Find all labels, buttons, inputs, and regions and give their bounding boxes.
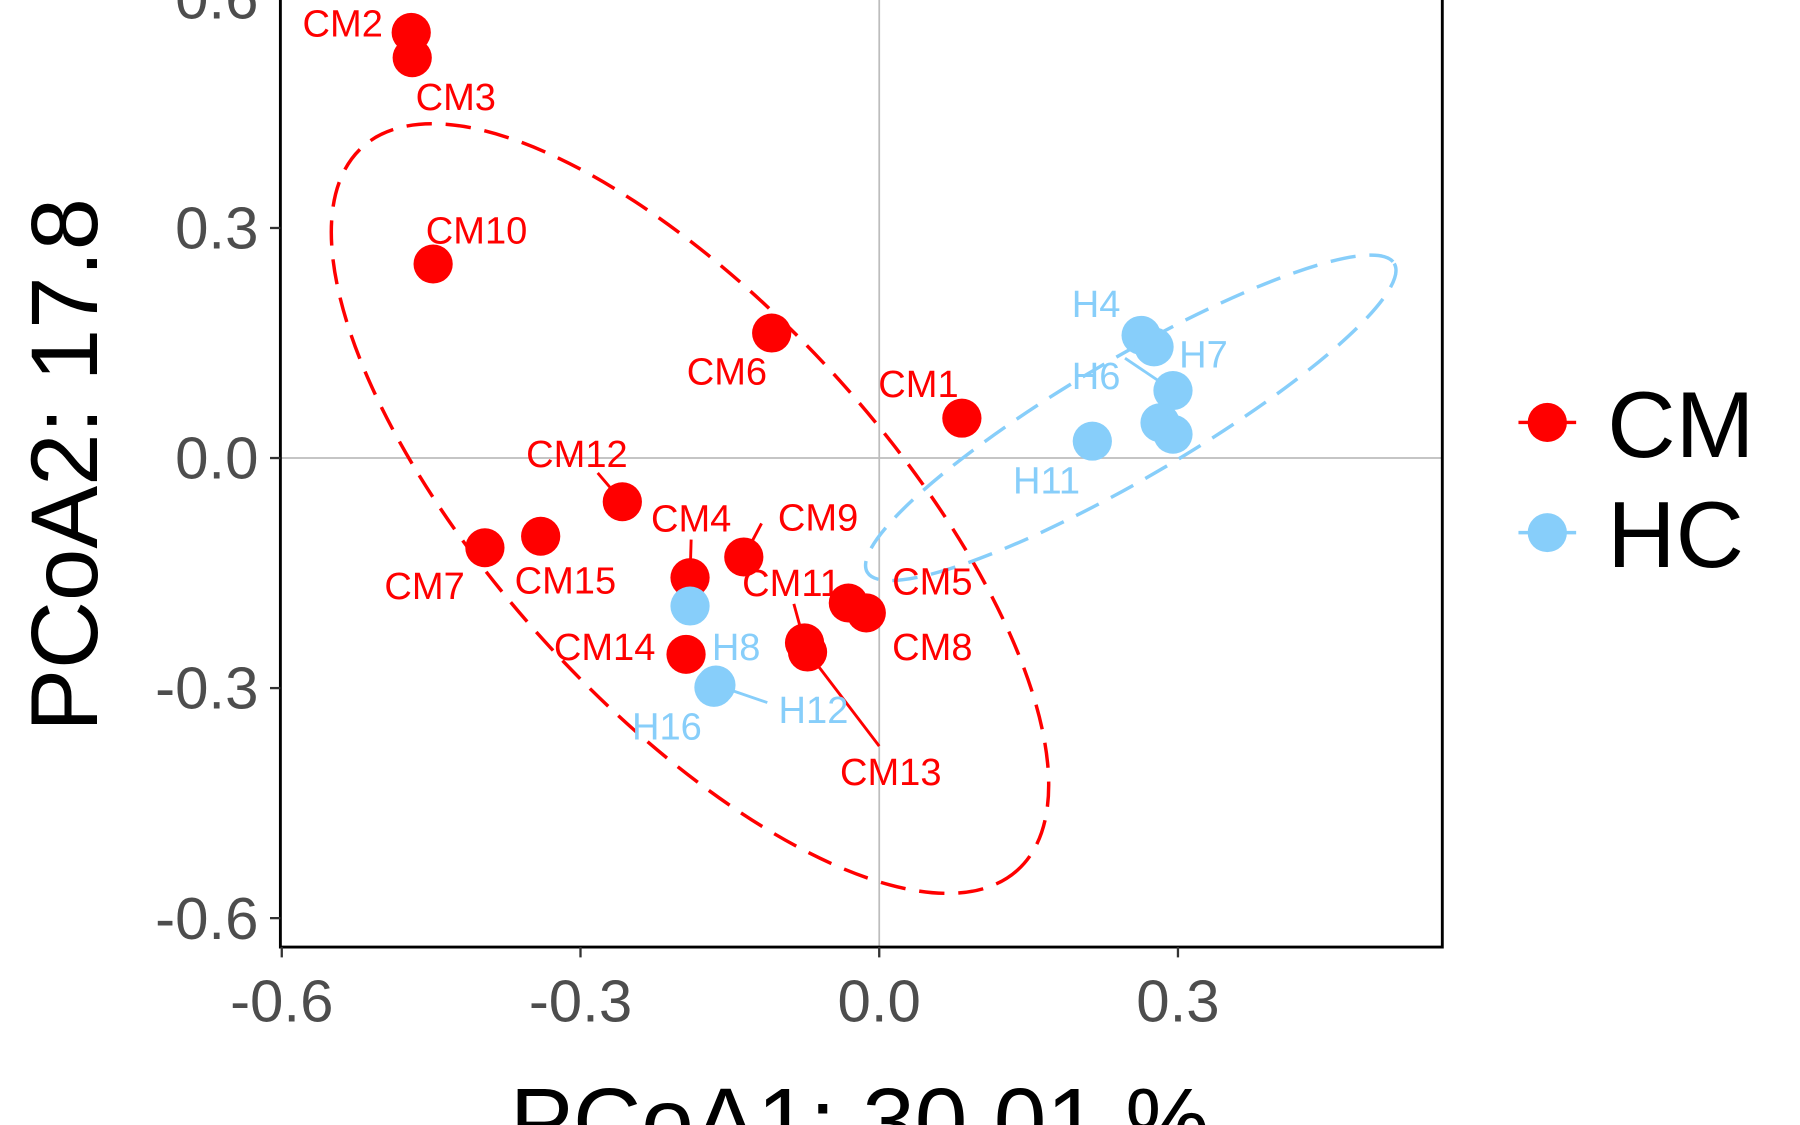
point-cm6 — [752, 313, 792, 353]
reference-lines — [280, 0, 1443, 948]
point-cm8 — [846, 593, 886, 633]
label-cm9: CM9 — [778, 497, 858, 539]
point-h16 — [694, 667, 734, 707]
point-cm7 — [465, 528, 505, 568]
label-h8: H8 — [712, 627, 761, 669]
data-points — [391, 12, 1193, 707]
label-cm15: CM15 — [515, 561, 617, 603]
legend-label-cm: CM — [1607, 372, 1754, 477]
label-cm4: CM4 — [651, 499, 731, 541]
label-h4: H4 — [1072, 284, 1121, 326]
label-cm13: CM13 — [840, 752, 942, 794]
x-axis-ticks: -0.6 -0.3 0.0 0.3 — [230, 947, 1220, 1035]
panel-border — [278, 0, 1444, 949]
point-cm10 — [413, 244, 453, 284]
point-cm13 — [787, 632, 828, 672]
legend-label-hc: HC — [1607, 482, 1744, 587]
y-tick-label: -0.6 — [155, 885, 258, 952]
y-tick-label: -0.3 — [155, 655, 258, 722]
label-cm11: CM11 — [742, 563, 841, 605]
x-tick-label: 0.0 — [838, 968, 921, 1035]
legend-key-point-hc — [1527, 513, 1567, 553]
y-axis-title: PCoA2: 17.8 — [12, 198, 117, 732]
point-h7 — [1134, 327, 1174, 367]
label-cm10: CM10 — [426, 210, 528, 252]
point-cm3 — [392, 38, 432, 78]
x-tick-label: 0.3 — [1136, 968, 1219, 1035]
label-h12: H12 — [779, 690, 849, 732]
leader-line-cm13 — [806, 651, 881, 748]
label-h6: H6 — [1072, 356, 1121, 398]
y-tick-label: 0.6 — [175, 0, 258, 32]
label-cm1: CM1 — [878, 364, 958, 406]
point-cm1 — [942, 398, 982, 438]
label-cm3: CM3 — [416, 77, 496, 119]
x-axis-title: PCoA1: 30.01 % — [510, 1069, 1209, 1125]
point-labels: CM1 CM2 CM3 CM4 CM5 CM6 CM7 CM8 CM9 CM10 CM11 CM12 C… — [303, 4, 1228, 794]
label-cm7: CM7 — [384, 566, 464, 608]
point-cm15 — [521, 516, 561, 556]
x-tick-label: -0.6 — [230, 968, 333, 1035]
point-h6 — [1153, 371, 1193, 411]
point-cm4 — [670, 558, 710, 598]
label-cm2: CM2 — [303, 4, 383, 46]
label-h11: H11 — [1013, 461, 1080, 503]
x-tick-label: -0.3 — [529, 968, 632, 1035]
label-h7: H7 — [1179, 334, 1228, 376]
point-cm12 — [602, 482, 642, 522]
ellipse-cm — [329, 121, 1051, 896]
legend-key-point-cm — [1527, 402, 1567, 442]
label-cm6: CM6 — [687, 352, 767, 394]
point-cm14 — [666, 634, 706, 674]
point-h11 — [1072, 421, 1112, 461]
label-h16: H16 — [632, 706, 702, 748]
label-cm5: CM5 — [892, 562, 972, 604]
point-hc-unlabeled — [1153, 414, 1193, 454]
point-h8 — [670, 586, 710, 626]
y-tick-label: 0.3 — [175, 195, 258, 262]
label-cm12: CM12 — [526, 434, 628, 476]
label-cm14: CM14 — [554, 627, 656, 669]
y-axis-ticks: -0.6 -0.3 0.0 0.3 0.6 — [155, 0, 281, 952]
y-tick-label: 0.0 — [175, 425, 258, 492]
point-cm9 — [724, 537, 764, 577]
label-cm8: CM8 — [892, 627, 972, 669]
